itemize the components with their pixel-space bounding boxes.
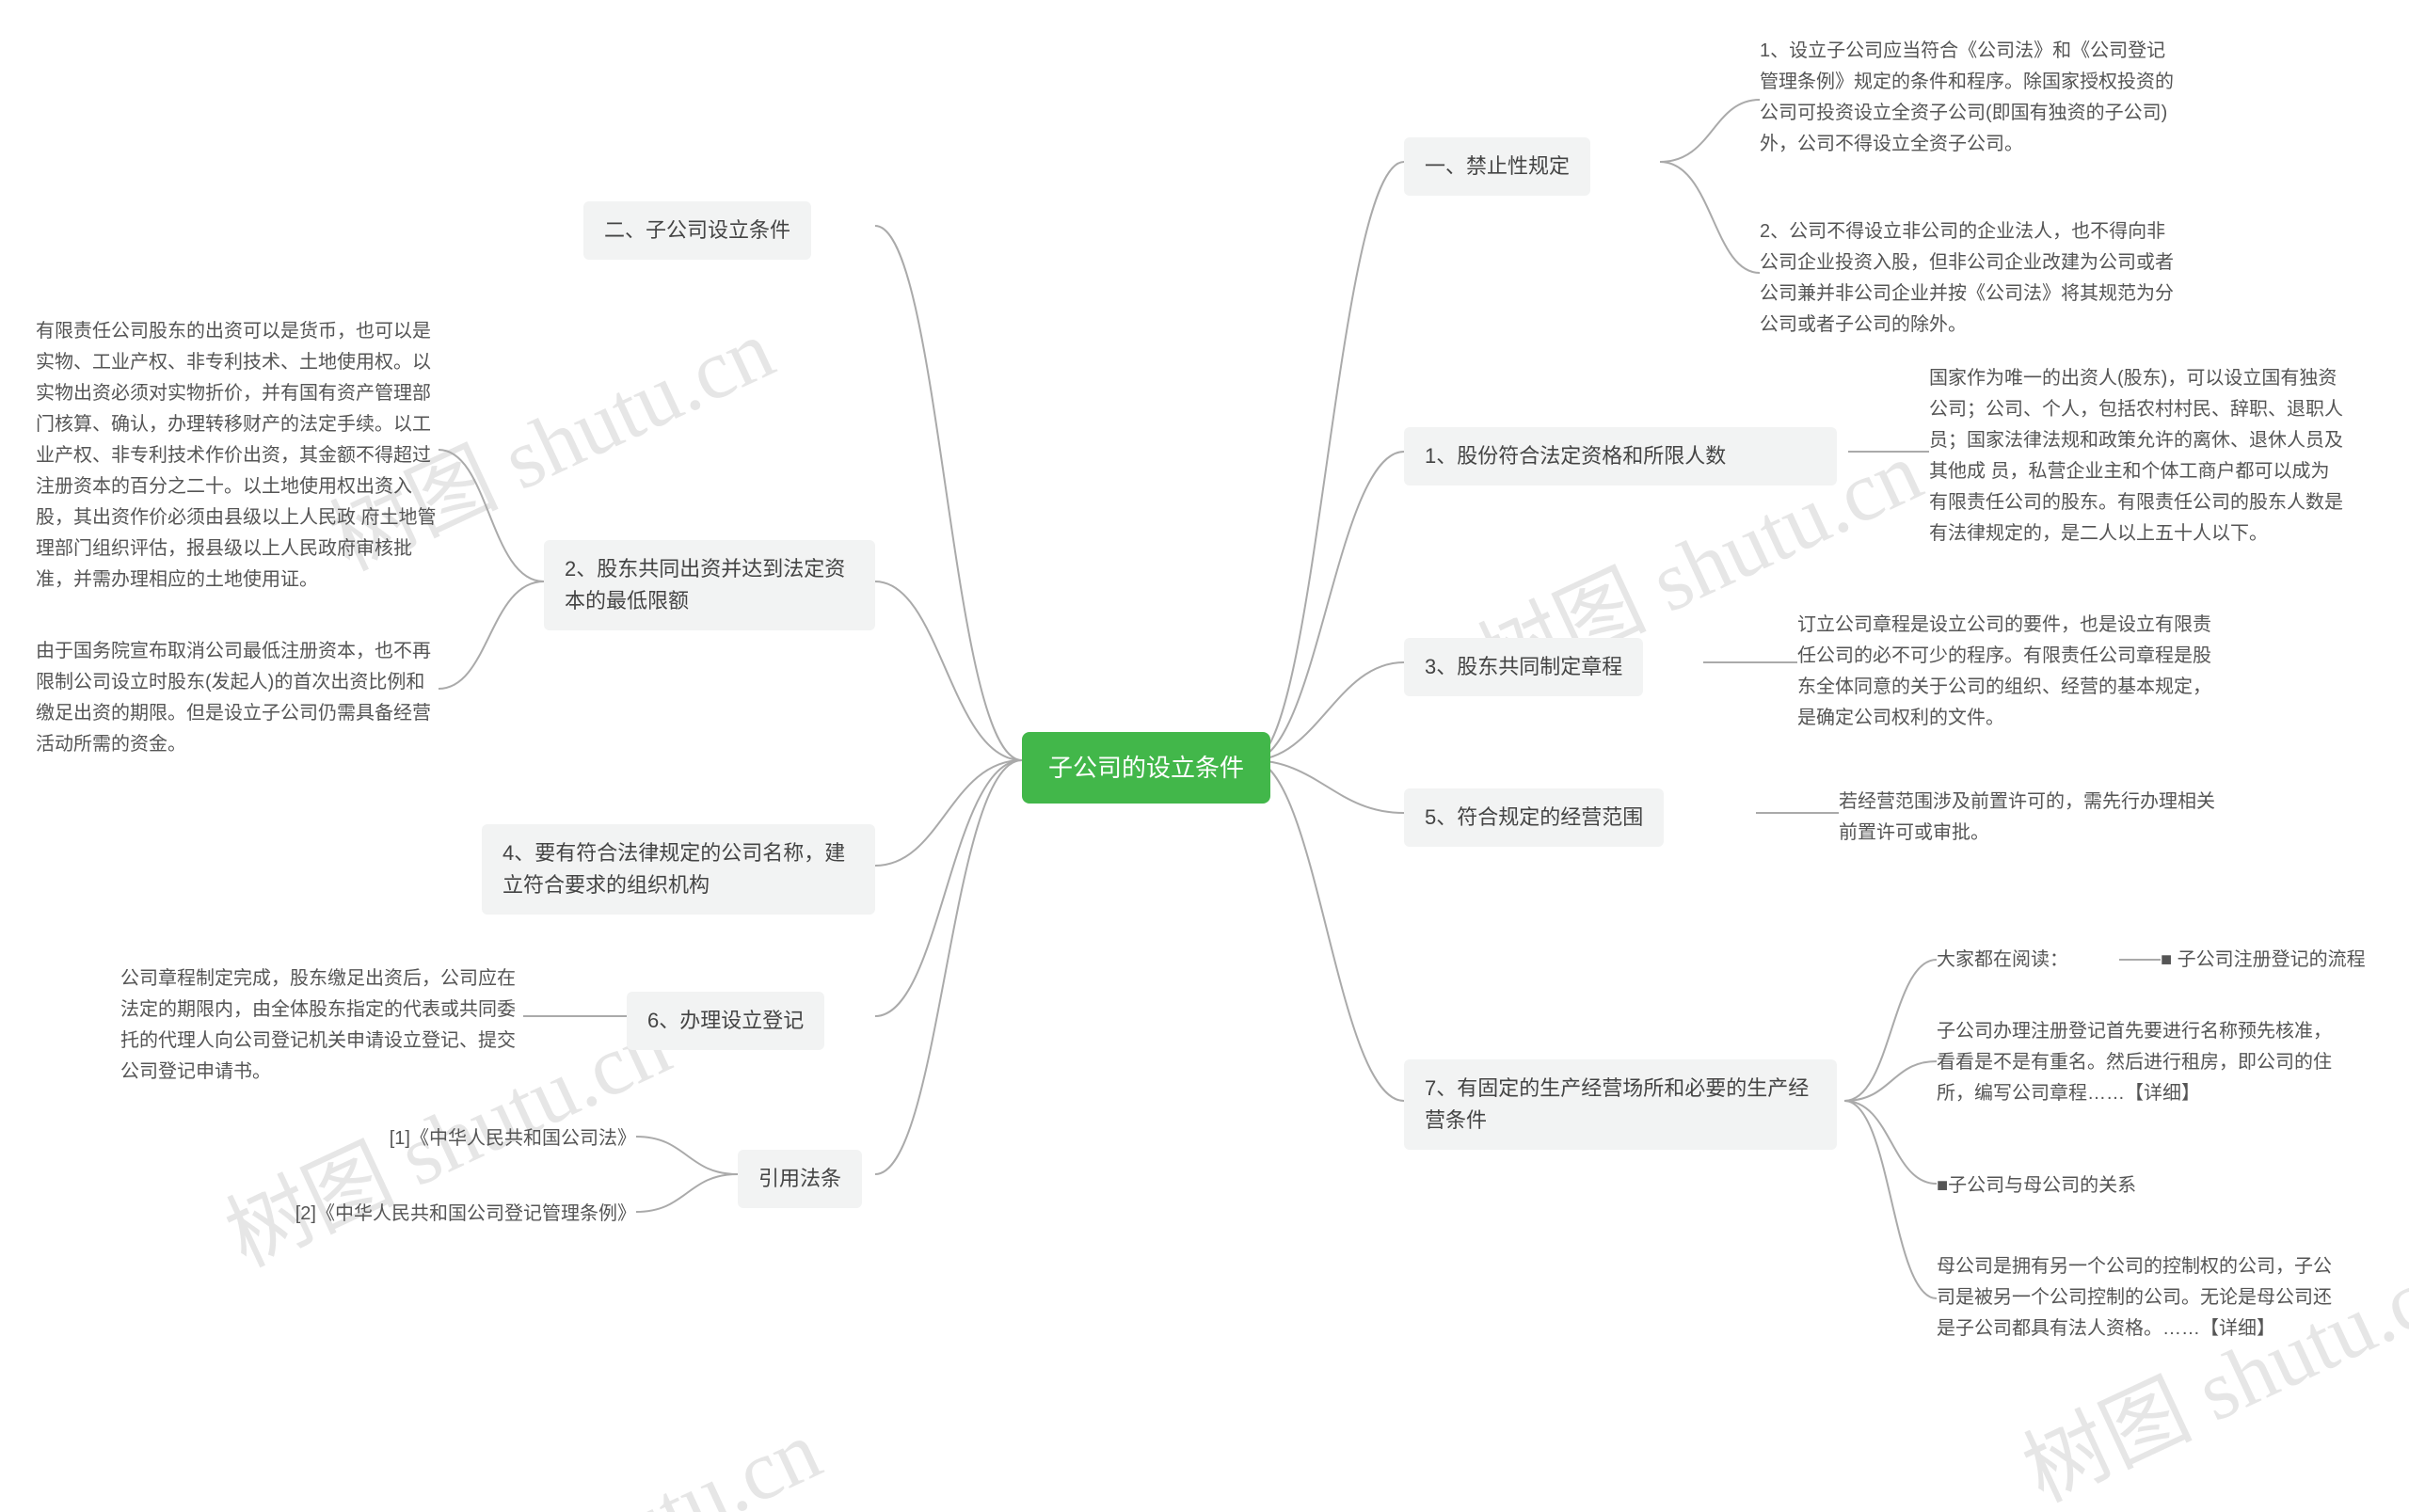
leaf-right-1b: 2、公司不得设立非公司的企业法人，也不得向非公司企业投资入股，但非公司企业改建为… [1760, 216, 2174, 341]
leaf-right-2a: 国家作为唯一的出资人(股东)，可以设立国有独资公司；公司、个人，包括农村村民、辞… [1929, 363, 2343, 549]
node-right-3[interactable]: 3、股东共同制定章程 [1404, 638, 1643, 696]
node-left-ref[interactable]: 引用法条 [738, 1150, 862, 1208]
node-right-2[interactable]: 1、股份符合法定资格和所限人数 [1404, 427, 1837, 485]
leaf-left-ref1: [1]《中华人民共和国公司法》 [361, 1123, 636, 1154]
leaf-right-7a-sub: ■ 子公司注册登记的流程 [2161, 945, 2366, 976]
leaf-right-7c: ■子公司与母公司的关系 [1937, 1170, 2136, 1202]
node-left-2[interactable]: 2、股东共同出资并达到法定资本的最低限额 [544, 540, 875, 630]
node-left-6[interactable]: 6、办理设立登记 [627, 992, 824, 1050]
leaf-right-7d: 母公司是拥有另一个公司的控制权的公司，子公司是被另一个公司控制的公司。无论是母公… [1937, 1251, 2332, 1345]
node-right-1[interactable]: 一、禁止性规定 [1404, 137, 1590, 196]
leaf-right-3a: 订立公司章程是设立公司的要件，也是设立有限责任公司的必不可少的程序。有限责任公司… [1797, 610, 2211, 734]
leaf-right-5a: 若经营范围涉及前置许可的，需先行办理相关前置许可或审批。 [1839, 787, 2215, 849]
node-right-7[interactable]: 7、有固定的生产经营场所和必要的生产经营条件 [1404, 1059, 1837, 1150]
leaf-left-6a: 公司章程制定完成，股东缴足出资后，公司应在法定的期限内，由全体股东指定的代表或共… [120, 963, 523, 1088]
leaf-left-2b: 由于国务院宣布取消公司最低注册资本，也不再限制公司设立时股东(发起人)的首次出资… [36, 636, 439, 760]
watermark: 树图 shutu.cn [354, 1382, 837, 1512]
node-left-1[interactable]: 二、子公司设立条件 [583, 201, 811, 260]
leaf-right-7a: 大家都在阅读： [1937, 945, 2068, 976]
root-node[interactable]: 子公司的设立条件 [1022, 732, 1270, 804]
leaf-right-7b: 子公司办理注册登记首先要进行名称预先核准，看看是不是有重名。然后进行租房，即公司… [1937, 1016, 2332, 1109]
leaf-right-1a: 1、设立子公司应当符合《公司法》和《公司登记管理条例》规定的条件和程序。除国家授… [1760, 36, 2174, 160]
leaf-left-2a: 有限责任公司股东的出资可以是货币，也可以是实物、工业产权、非专利技术、土地使用权… [36, 316, 439, 596]
node-left-4[interactable]: 4、要有符合法律规定的公司名称，建立符合要求的组织机构 [482, 824, 875, 915]
leaf-left-ref2: [2]《中华人民共和国公司登记管理条例》 [280, 1199, 636, 1230]
mindmap-canvas: 树图 shutu.cn 树图 shutu.cn 树图 shutu.cn 树图 s… [0, 0, 2409, 1512]
node-right-5[interactable]: 5、符合规定的经营范围 [1404, 788, 1664, 847]
